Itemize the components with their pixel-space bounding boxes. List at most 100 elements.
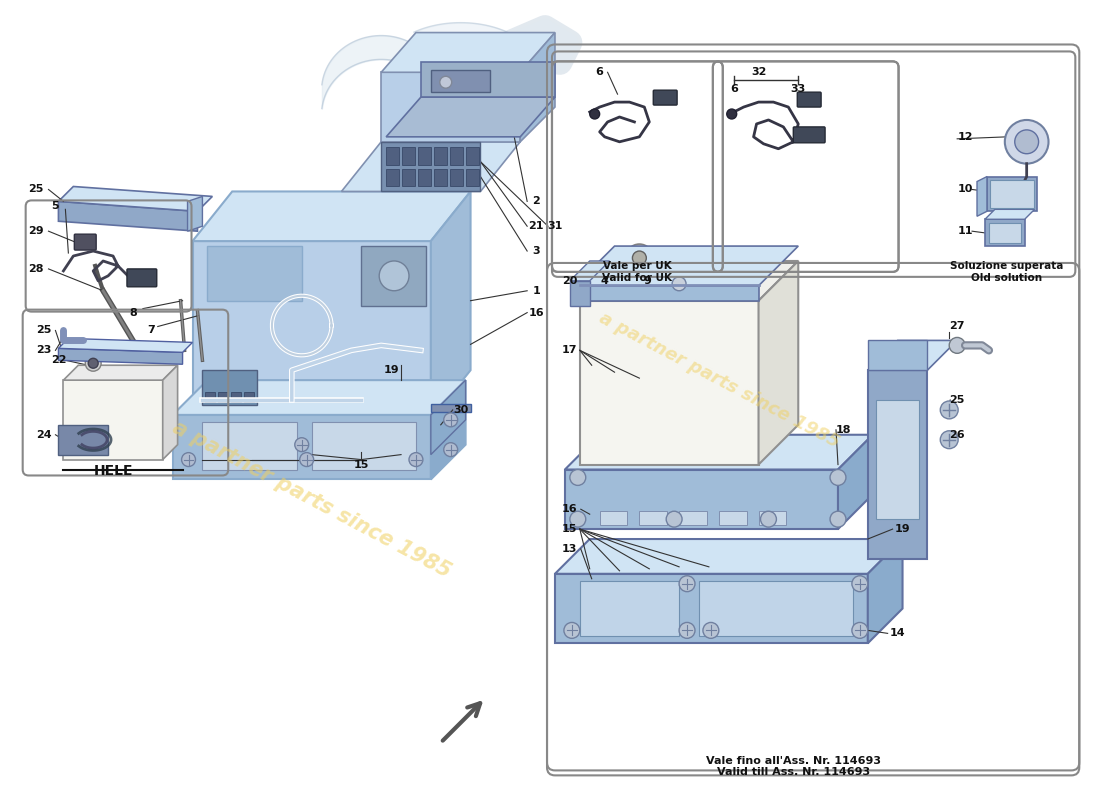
Circle shape: [830, 511, 846, 527]
Polygon shape: [580, 301, 759, 465]
Bar: [450, 169, 463, 186]
Circle shape: [851, 576, 868, 592]
Text: 24: 24: [35, 430, 52, 440]
Circle shape: [672, 277, 686, 290]
Text: 6: 6: [729, 84, 738, 94]
Polygon shape: [556, 539, 902, 574]
Polygon shape: [58, 338, 192, 352]
Polygon shape: [977, 177, 987, 216]
Circle shape: [940, 430, 958, 449]
Circle shape: [379, 261, 409, 290]
Bar: [431, 70, 491, 92]
Polygon shape: [868, 370, 927, 559]
Bar: [402, 169, 415, 186]
Text: 7: 7: [147, 326, 155, 335]
Text: 16: 16: [528, 308, 543, 318]
Polygon shape: [163, 366, 177, 459]
Circle shape: [727, 109, 737, 119]
Text: 16: 16: [562, 504, 578, 514]
Bar: [989, 223, 1021, 243]
Circle shape: [703, 622, 718, 638]
Bar: [418, 146, 431, 165]
Text: 2: 2: [532, 196, 540, 206]
Polygon shape: [570, 261, 609, 281]
Text: 25: 25: [949, 395, 965, 405]
Bar: [231, 392, 241, 402]
Circle shape: [443, 413, 458, 427]
Circle shape: [632, 251, 647, 265]
Text: 18: 18: [835, 425, 850, 434]
Polygon shape: [173, 415, 431, 479]
Bar: [433, 146, 447, 165]
Circle shape: [443, 442, 458, 457]
Bar: [431, 404, 471, 412]
Polygon shape: [565, 434, 872, 470]
Circle shape: [626, 244, 653, 272]
Polygon shape: [421, 62, 556, 97]
Polygon shape: [984, 219, 1025, 246]
Text: 22: 22: [51, 355, 66, 366]
Polygon shape: [868, 341, 927, 370]
Bar: [433, 169, 447, 186]
Text: 5: 5: [52, 202, 59, 211]
Bar: [450, 146, 463, 165]
Text: 15: 15: [353, 459, 369, 470]
Polygon shape: [202, 422, 297, 470]
Text: 12: 12: [957, 132, 972, 142]
Polygon shape: [520, 33, 556, 142]
Circle shape: [830, 470, 846, 486]
Polygon shape: [386, 97, 556, 137]
Polygon shape: [192, 241, 431, 420]
Polygon shape: [431, 380, 465, 479]
Polygon shape: [556, 574, 868, 643]
Text: 10: 10: [957, 185, 972, 194]
Polygon shape: [575, 246, 799, 286]
Text: 27: 27: [949, 321, 965, 330]
Text: 25: 25: [28, 185, 43, 194]
Text: 4: 4: [601, 276, 608, 286]
Polygon shape: [382, 142, 481, 191]
Polygon shape: [565, 470, 838, 529]
Circle shape: [679, 576, 695, 592]
FancyBboxPatch shape: [793, 127, 825, 142]
Polygon shape: [341, 142, 520, 191]
Text: 14: 14: [890, 628, 905, 638]
Polygon shape: [759, 261, 799, 465]
Polygon shape: [311, 422, 416, 470]
Bar: [759, 511, 786, 525]
Circle shape: [299, 453, 314, 466]
Bar: [679, 511, 707, 525]
Polygon shape: [431, 191, 471, 420]
Polygon shape: [382, 72, 520, 142]
Polygon shape: [575, 286, 759, 301]
Text: 8: 8: [129, 308, 136, 318]
Text: 28: 28: [28, 264, 43, 274]
Circle shape: [667, 511, 682, 527]
Text: 25: 25: [36, 326, 52, 335]
Text: a partner parts since 1985: a partner parts since 1985: [169, 417, 454, 582]
Text: 9: 9: [644, 276, 651, 286]
Polygon shape: [868, 341, 957, 370]
FancyBboxPatch shape: [653, 90, 678, 105]
Bar: [718, 511, 747, 525]
Polygon shape: [580, 261, 799, 301]
Text: 19: 19: [383, 366, 399, 375]
FancyBboxPatch shape: [75, 234, 96, 250]
Polygon shape: [208, 246, 301, 301]
Polygon shape: [202, 370, 257, 405]
Text: 15: 15: [562, 524, 578, 534]
Polygon shape: [58, 425, 108, 454]
Text: 30: 30: [453, 405, 469, 415]
Polygon shape: [382, 33, 556, 72]
Polygon shape: [431, 380, 465, 454]
Circle shape: [570, 470, 585, 486]
Text: 17: 17: [562, 346, 578, 355]
Circle shape: [409, 453, 422, 466]
Text: 26: 26: [949, 430, 965, 440]
FancyBboxPatch shape: [126, 269, 157, 286]
Circle shape: [851, 622, 868, 638]
Text: 19: 19: [894, 524, 911, 534]
Text: Vale fino all'Ass. Nr. 114693
Valid till Ass. Nr. 114693: Vale fino all'Ass. Nr. 114693 Valid till…: [706, 755, 881, 777]
Circle shape: [1004, 120, 1048, 164]
Circle shape: [679, 622, 695, 638]
